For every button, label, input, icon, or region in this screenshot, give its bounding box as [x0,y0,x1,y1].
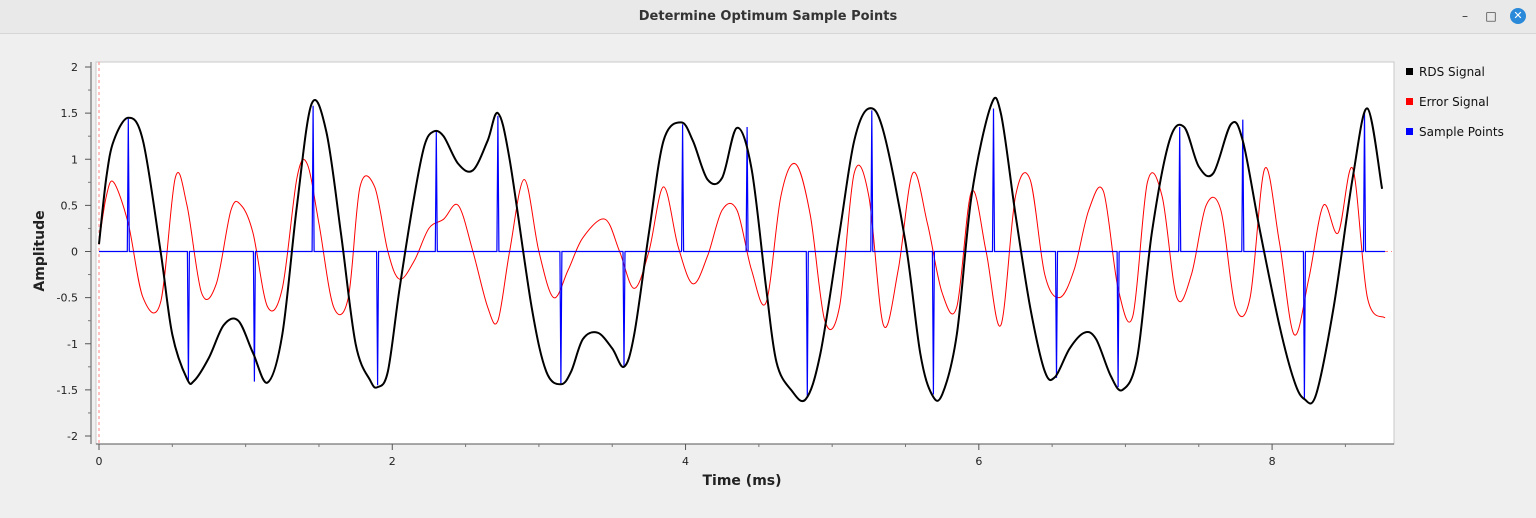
close-button[interactable]: ✕ [1510,8,1526,24]
legend-label: Error Signal [1419,95,1489,109]
x-ticks: 0 2 4 6 8 [96,444,1346,468]
y-tick-label: -2 [67,430,78,443]
legend-swatch [1406,98,1413,105]
legend: RDS Signal Error Signal Sample Points [1406,65,1504,139]
legend-label: Sample Points [1419,125,1504,139]
x-tick-label: 2 [389,455,396,468]
legend-label: RDS Signal [1419,65,1485,79]
y-tick-label: -1.5 [57,384,78,397]
y-axis-label: Amplitude [32,210,48,291]
x-tick-label: 0 [96,455,103,468]
plot-area: 0 2 4 6 8 -2 -1.5 -1 -0.5 0 0.5 1 1.5 2 Time (ms) Am… [32,61,1504,489]
minimize-button[interactable]: – [1462,9,1468,23]
y-ticks: -2 -1.5 -1 -0.5 0 0.5 1 1.5 2 [57,61,91,443]
x-tick-label: 8 [1269,455,1276,468]
series-rds-signal [98,96,1384,405]
y-tick-label: -1 [67,338,78,351]
series-layer [98,96,1392,405]
y-tick-label: 0 [71,246,78,259]
x-axis-label: Time (ms) [702,473,781,489]
title-bar: Determine Optimum Sample Points – □ ✕ [0,0,1536,34]
y-tick-label: -0.5 [57,292,78,305]
maximize-button[interactable]: □ [1485,9,1497,23]
y-tick-label: 0.5 [61,199,79,212]
legend-swatch [1406,68,1413,75]
x-tick-label: 4 [682,455,689,468]
y-tick-label: 2 [71,61,78,74]
y-tick-label: 1.5 [61,107,79,120]
series-sample-points [99,105,1385,400]
legend-swatch [1406,128,1413,135]
y-tick-label: 1 [71,153,78,166]
series-error-signal [98,158,1386,336]
window-title: Determine Optimum Sample Points [638,9,898,24]
plot-canvas [95,61,1395,445]
x-tick-label: 6 [975,455,982,468]
